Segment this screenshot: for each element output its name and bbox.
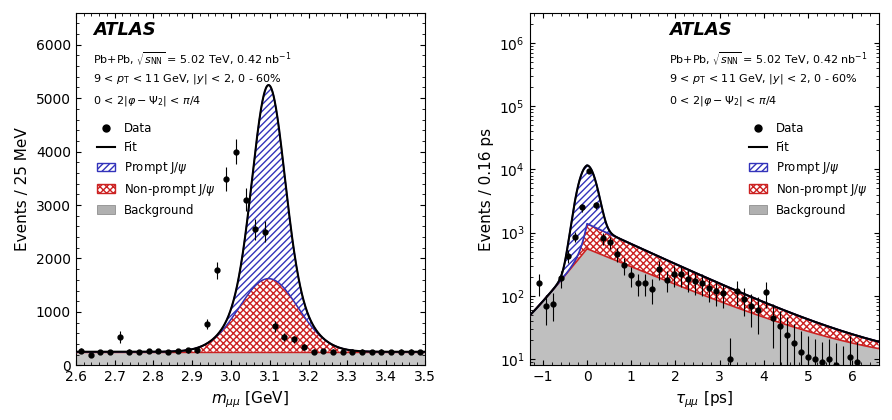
Text: Pb+Pb, $\sqrt{s_\mathrm{NN}}$ = 5.02 TeV, 0.42 nb$^{-1}$: Pb+Pb, $\sqrt{s_\mathrm{NN}}$ = 5.02 TeV… (94, 50, 292, 67)
Y-axis label: Events / 25 MeV: Events / 25 MeV (15, 127, 30, 251)
Text: ATLAS: ATLAS (669, 21, 732, 39)
X-axis label: $\tau_{\mu\mu}$ [ps]: $\tau_{\mu\mu}$ [ps] (675, 390, 733, 410)
Text: ATLAS: ATLAS (94, 21, 156, 39)
Text: 0 < 2$|\varphi - \Psi_2|$ < $\pi$/4: 0 < 2$|\varphi - \Psi_2|$ < $\pi$/4 (94, 94, 202, 108)
Text: 0 < 2$|\varphi - \Psi_2|$ < $\pi$/4: 0 < 2$|\varphi - \Psi_2|$ < $\pi$/4 (669, 94, 778, 108)
Y-axis label: Events / 0.16 ps: Events / 0.16 ps (479, 127, 494, 251)
X-axis label: $m_{\mu\mu}$ [GeV]: $m_{\mu\mu}$ [GeV] (211, 390, 289, 410)
Text: 9 < $p_\mathrm{T}$ < 11 GeV, $|y|$ < 2, 0 - 60%: 9 < $p_\mathrm{T}$ < 11 GeV, $|y|$ < 2, … (669, 72, 858, 86)
Legend: Data, Fit, Prompt J/$\psi$, Non-prompt J/$\psi$, Background: Data, Fit, Prompt J/$\psi$, Non-prompt J… (744, 117, 872, 221)
Legend: Data, Fit, Prompt J/$\psi$, Non-prompt J/$\psi$, Background: Data, Fit, Prompt J/$\psi$, Non-prompt J… (92, 117, 220, 221)
Text: 9 < $p_\mathrm{T}$ < 11 GeV, $|y|$ < 2, 0 - 60%: 9 < $p_\mathrm{T}$ < 11 GeV, $|y|$ < 2, … (94, 72, 282, 86)
Text: Pb+Pb, $\sqrt{s_\mathrm{NN}}$ = 5.02 TeV, 0.42 nb$^{-1}$: Pb+Pb, $\sqrt{s_\mathrm{NN}}$ = 5.02 TeV… (669, 50, 868, 67)
